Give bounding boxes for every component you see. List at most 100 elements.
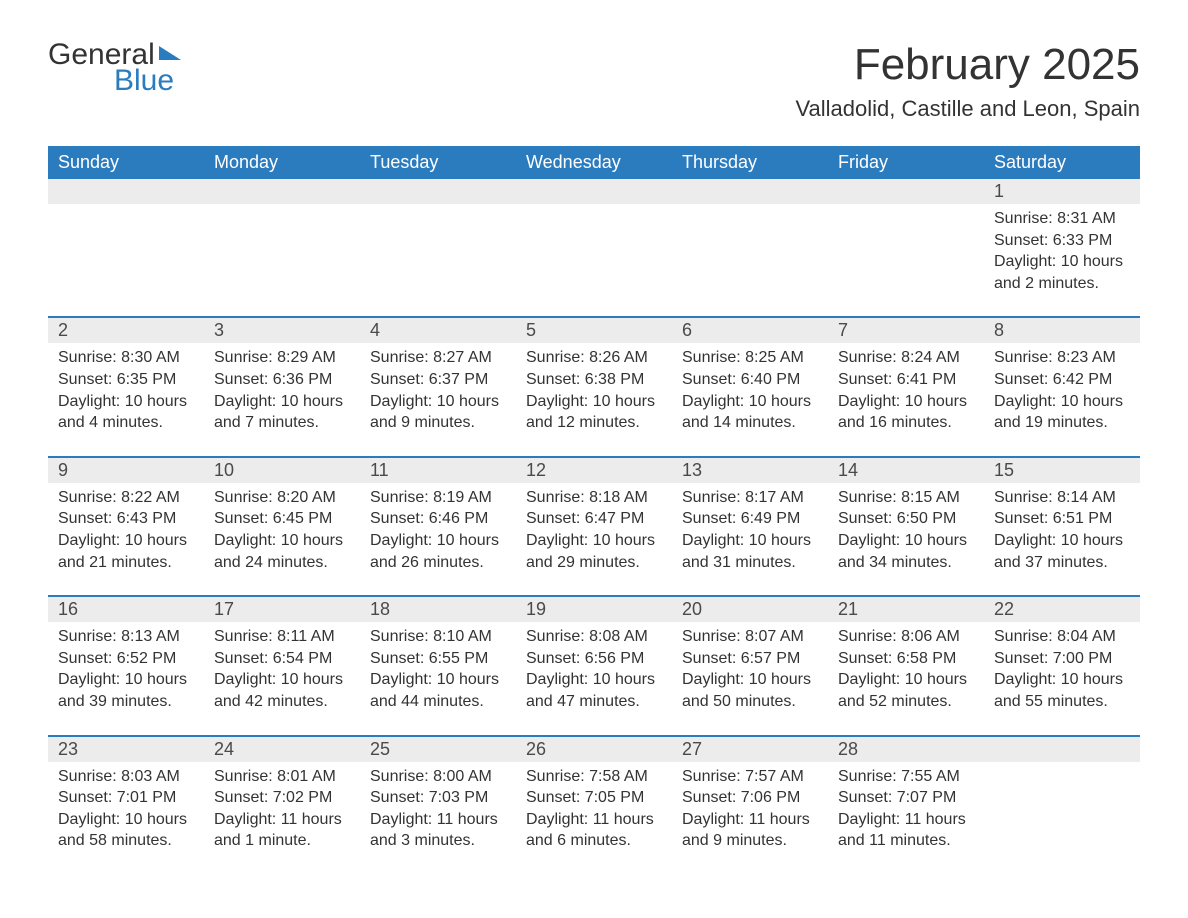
day-cell: Sunrise: 8:15 AMSunset: 6:50 PMDaylight:… [828,483,984,573]
day-number [672,179,828,204]
sunset-text: Sunset: 6:36 PM [214,369,350,391]
daylight-text: Daylight: 10 hours and 9 minutes. [370,391,506,434]
sunset-text: Sunset: 6:46 PM [370,508,506,530]
sunset-text: Sunset: 6:38 PM [526,369,662,391]
day-cell: Sunrise: 8:10 AMSunset: 6:55 PMDaylight:… [360,622,516,712]
day-number [360,179,516,204]
day-cell: Sunrise: 7:57 AMSunset: 7:06 PMDaylight:… [672,762,828,852]
sunrise-text: Sunrise: 8:11 AM [214,626,350,648]
sunset-text: Sunset: 7:07 PM [838,787,974,809]
weekday-header: Thursday [672,146,828,179]
sunset-text: Sunset: 6:54 PM [214,648,350,670]
sunrise-text: Sunrise: 8:18 AM [526,487,662,509]
day-cell: Sunrise: 8:26 AMSunset: 6:38 PMDaylight:… [516,343,672,433]
daylight-text: Daylight: 10 hours and 50 minutes. [682,669,818,712]
day-number: 8 [984,318,1140,343]
sunrise-text: Sunrise: 8:00 AM [370,766,506,788]
day-cell: Sunrise: 7:58 AMSunset: 7:05 PMDaylight:… [516,762,672,852]
day-cell: Sunrise: 8:30 AMSunset: 6:35 PMDaylight:… [48,343,204,433]
sunset-text: Sunset: 6:52 PM [58,648,194,670]
logo: General Blue [48,40,181,96]
sunset-text: Sunset: 6:49 PM [682,508,818,530]
day-number: 9 [48,458,204,483]
sunrise-text: Sunrise: 8:06 AM [838,626,974,648]
day-cell: Sunrise: 8:17 AMSunset: 6:49 PMDaylight:… [672,483,828,573]
sunrise-text: Sunrise: 8:27 AM [370,347,506,369]
sunrise-text: Sunrise: 8:24 AM [838,347,974,369]
sunrise-text: Sunrise: 8:03 AM [58,766,194,788]
day-cell: Sunrise: 8:06 AMSunset: 6:58 PMDaylight:… [828,622,984,712]
day-cell: Sunrise: 8:00 AMSunset: 7:03 PMDaylight:… [360,762,516,852]
day-cell: Sunrise: 8:19 AMSunset: 6:46 PMDaylight:… [360,483,516,573]
daylight-text: Daylight: 10 hours and 55 minutes. [994,669,1130,712]
day-cell: Sunrise: 8:20 AMSunset: 6:45 PMDaylight:… [204,483,360,573]
sunset-text: Sunset: 6:50 PM [838,508,974,530]
day-cell: Sunrise: 7:55 AMSunset: 7:07 PMDaylight:… [828,762,984,852]
sunset-text: Sunset: 6:33 PM [994,230,1130,252]
day-cell: Sunrise: 8:07 AMSunset: 6:57 PMDaylight:… [672,622,828,712]
day-number [984,737,1140,762]
sunset-text: Sunset: 6:42 PM [994,369,1130,391]
sunset-text: Sunset: 6:43 PM [58,508,194,530]
weekday-header-row: SundayMondayTuesdayWednesdayThursdayFrid… [48,146,1140,179]
sunrise-text: Sunrise: 8:17 AM [682,487,818,509]
sunset-text: Sunset: 6:55 PM [370,648,506,670]
daylight-text: Daylight: 10 hours and 26 minutes. [370,530,506,573]
daylight-text: Daylight: 10 hours and 58 minutes. [58,809,194,852]
sunrise-text: Sunrise: 8:20 AM [214,487,350,509]
daylight-text: Daylight: 10 hours and 16 minutes. [838,391,974,434]
day-number: 22 [984,597,1140,622]
sunset-text: Sunset: 6:51 PM [994,508,1130,530]
day-cell: Sunrise: 8:13 AMSunset: 6:52 PMDaylight:… [48,622,204,712]
day-cell: Sunrise: 8:14 AMSunset: 6:51 PMDaylight:… [984,483,1140,573]
sunrise-text: Sunrise: 8:25 AM [682,347,818,369]
daylight-text: Daylight: 10 hours and 19 minutes. [994,391,1130,434]
sunrise-text: Sunrise: 8:04 AM [994,626,1130,648]
day-cell: Sunrise: 8:08 AMSunset: 6:56 PMDaylight:… [516,622,672,712]
daylight-text: Daylight: 11 hours and 9 minutes. [682,809,818,852]
day-number: 13 [672,458,828,483]
day-cell [48,204,204,294]
daylight-text: Daylight: 11 hours and 6 minutes. [526,809,662,852]
daylight-text: Daylight: 10 hours and 21 minutes. [58,530,194,573]
day-cell: Sunrise: 8:24 AMSunset: 6:41 PMDaylight:… [828,343,984,433]
daylight-text: Daylight: 11 hours and 3 minutes. [370,809,506,852]
daynum-row: 9101112131415 [48,456,1140,483]
daydata-row: Sunrise: 8:30 AMSunset: 6:35 PMDaylight:… [48,343,1140,455]
logo-triangle-icon [159,46,181,60]
sunset-text: Sunset: 7:03 PM [370,787,506,809]
sunset-text: Sunset: 7:01 PM [58,787,194,809]
daylight-text: Daylight: 10 hours and 52 minutes. [838,669,974,712]
sunrise-text: Sunrise: 7:57 AM [682,766,818,788]
daylight-text: Daylight: 11 hours and 11 minutes. [838,809,974,852]
day-number: 23 [48,737,204,762]
day-cell [516,204,672,294]
day-number: 26 [516,737,672,762]
day-number: 14 [828,458,984,483]
day-number: 5 [516,318,672,343]
daynum-row: 232425262728 [48,735,1140,762]
sunset-text: Sunset: 6:45 PM [214,508,350,530]
day-number: 21 [828,597,984,622]
day-number: 12 [516,458,672,483]
day-cell: Sunrise: 8:11 AMSunset: 6:54 PMDaylight:… [204,622,360,712]
day-number: 10 [204,458,360,483]
day-cell: Sunrise: 8:03 AMSunset: 7:01 PMDaylight:… [48,762,204,852]
sunset-text: Sunset: 6:37 PM [370,369,506,391]
sunset-text: Sunset: 6:57 PM [682,648,818,670]
day-cell [672,204,828,294]
day-number [828,179,984,204]
sunset-text: Sunset: 7:00 PM [994,648,1130,670]
sunset-text: Sunset: 6:47 PM [526,508,662,530]
daylight-text: Daylight: 10 hours and 44 minutes. [370,669,506,712]
weekday-header: Tuesday [360,146,516,179]
daylight-text: Daylight: 10 hours and 31 minutes. [682,530,818,573]
sunset-text: Sunset: 6:35 PM [58,369,194,391]
day-cell: Sunrise: 8:25 AMSunset: 6:40 PMDaylight:… [672,343,828,433]
daylight-text: Daylight: 10 hours and 2 minutes. [994,251,1130,294]
sunset-text: Sunset: 7:06 PM [682,787,818,809]
day-number: 27 [672,737,828,762]
sunrise-text: Sunrise: 8:29 AM [214,347,350,369]
day-number [48,179,204,204]
day-number: 1 [984,179,1140,204]
